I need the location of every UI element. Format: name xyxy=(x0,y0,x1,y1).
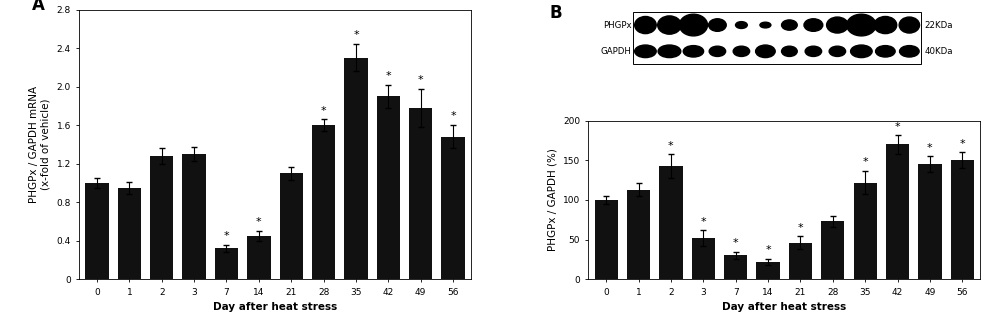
Bar xyxy=(376,96,400,279)
Bar xyxy=(409,108,433,279)
Ellipse shape xyxy=(755,45,775,57)
Ellipse shape xyxy=(709,46,726,56)
Ellipse shape xyxy=(736,22,747,29)
Bar xyxy=(279,173,303,279)
Text: B: B xyxy=(549,4,562,22)
Text: *: * xyxy=(418,75,424,85)
Ellipse shape xyxy=(830,46,845,56)
Bar xyxy=(724,256,747,279)
Text: *: * xyxy=(765,246,771,256)
Bar xyxy=(634,12,922,65)
Text: GAPDH: GAPDH xyxy=(601,47,632,56)
Text: 40KDa: 40KDa xyxy=(925,47,953,56)
Bar xyxy=(692,238,715,279)
Bar xyxy=(950,160,974,279)
Ellipse shape xyxy=(900,46,919,57)
Bar xyxy=(118,188,141,279)
Text: PHGPx: PHGPx xyxy=(603,21,632,30)
Bar xyxy=(789,243,812,279)
Bar xyxy=(886,144,909,279)
Text: A: A xyxy=(33,0,46,14)
Text: *: * xyxy=(959,139,965,149)
Text: *: * xyxy=(733,238,739,248)
Bar xyxy=(595,200,618,279)
Bar xyxy=(853,183,877,279)
Bar xyxy=(756,262,780,279)
Text: 22KDa: 22KDa xyxy=(925,21,953,30)
Bar xyxy=(442,137,464,279)
Text: *: * xyxy=(701,217,706,227)
Ellipse shape xyxy=(875,46,895,57)
Ellipse shape xyxy=(635,16,656,34)
Ellipse shape xyxy=(827,17,848,33)
Ellipse shape xyxy=(760,22,771,28)
Y-axis label: PHGPx / GAPDH (%): PHGPx / GAPDH (%) xyxy=(547,149,557,251)
Text: *: * xyxy=(895,122,900,132)
Ellipse shape xyxy=(899,17,920,33)
Ellipse shape xyxy=(657,16,681,34)
Text: *: * xyxy=(224,231,230,241)
Bar xyxy=(659,166,683,279)
Ellipse shape xyxy=(709,19,727,31)
Text: *: * xyxy=(450,111,456,121)
Text: *: * xyxy=(668,141,674,151)
Text: *: * xyxy=(321,106,327,116)
Ellipse shape xyxy=(781,20,797,30)
Ellipse shape xyxy=(658,45,681,57)
Ellipse shape xyxy=(781,46,797,56)
Bar xyxy=(150,156,173,279)
Ellipse shape xyxy=(874,16,897,34)
Text: *: * xyxy=(862,157,868,168)
Text: *: * xyxy=(353,30,358,40)
Bar xyxy=(312,125,336,279)
Ellipse shape xyxy=(805,46,822,56)
Text: *: * xyxy=(385,71,391,81)
Ellipse shape xyxy=(804,19,823,31)
Ellipse shape xyxy=(635,45,656,57)
Bar xyxy=(627,190,650,279)
Text: *: * xyxy=(927,143,933,153)
X-axis label: Day after heat stress: Day after heat stress xyxy=(213,302,338,312)
Bar xyxy=(182,154,206,279)
X-axis label: Day after heat stress: Day after heat stress xyxy=(722,302,846,312)
Text: *: * xyxy=(256,217,261,227)
Ellipse shape xyxy=(679,14,708,36)
Text: *: * xyxy=(798,223,803,233)
Ellipse shape xyxy=(683,46,704,57)
Bar xyxy=(215,248,239,279)
Ellipse shape xyxy=(850,45,872,57)
Ellipse shape xyxy=(846,14,876,36)
Ellipse shape xyxy=(734,46,749,56)
Bar xyxy=(919,164,941,279)
Bar xyxy=(345,58,367,279)
Bar xyxy=(821,221,844,279)
Y-axis label: PHGPx / GAPDH mRNA
(x-fold of vehicle): PHGPx / GAPDH mRNA (x-fold of vehicle) xyxy=(30,86,50,203)
Bar xyxy=(248,236,270,279)
Bar xyxy=(85,183,109,279)
